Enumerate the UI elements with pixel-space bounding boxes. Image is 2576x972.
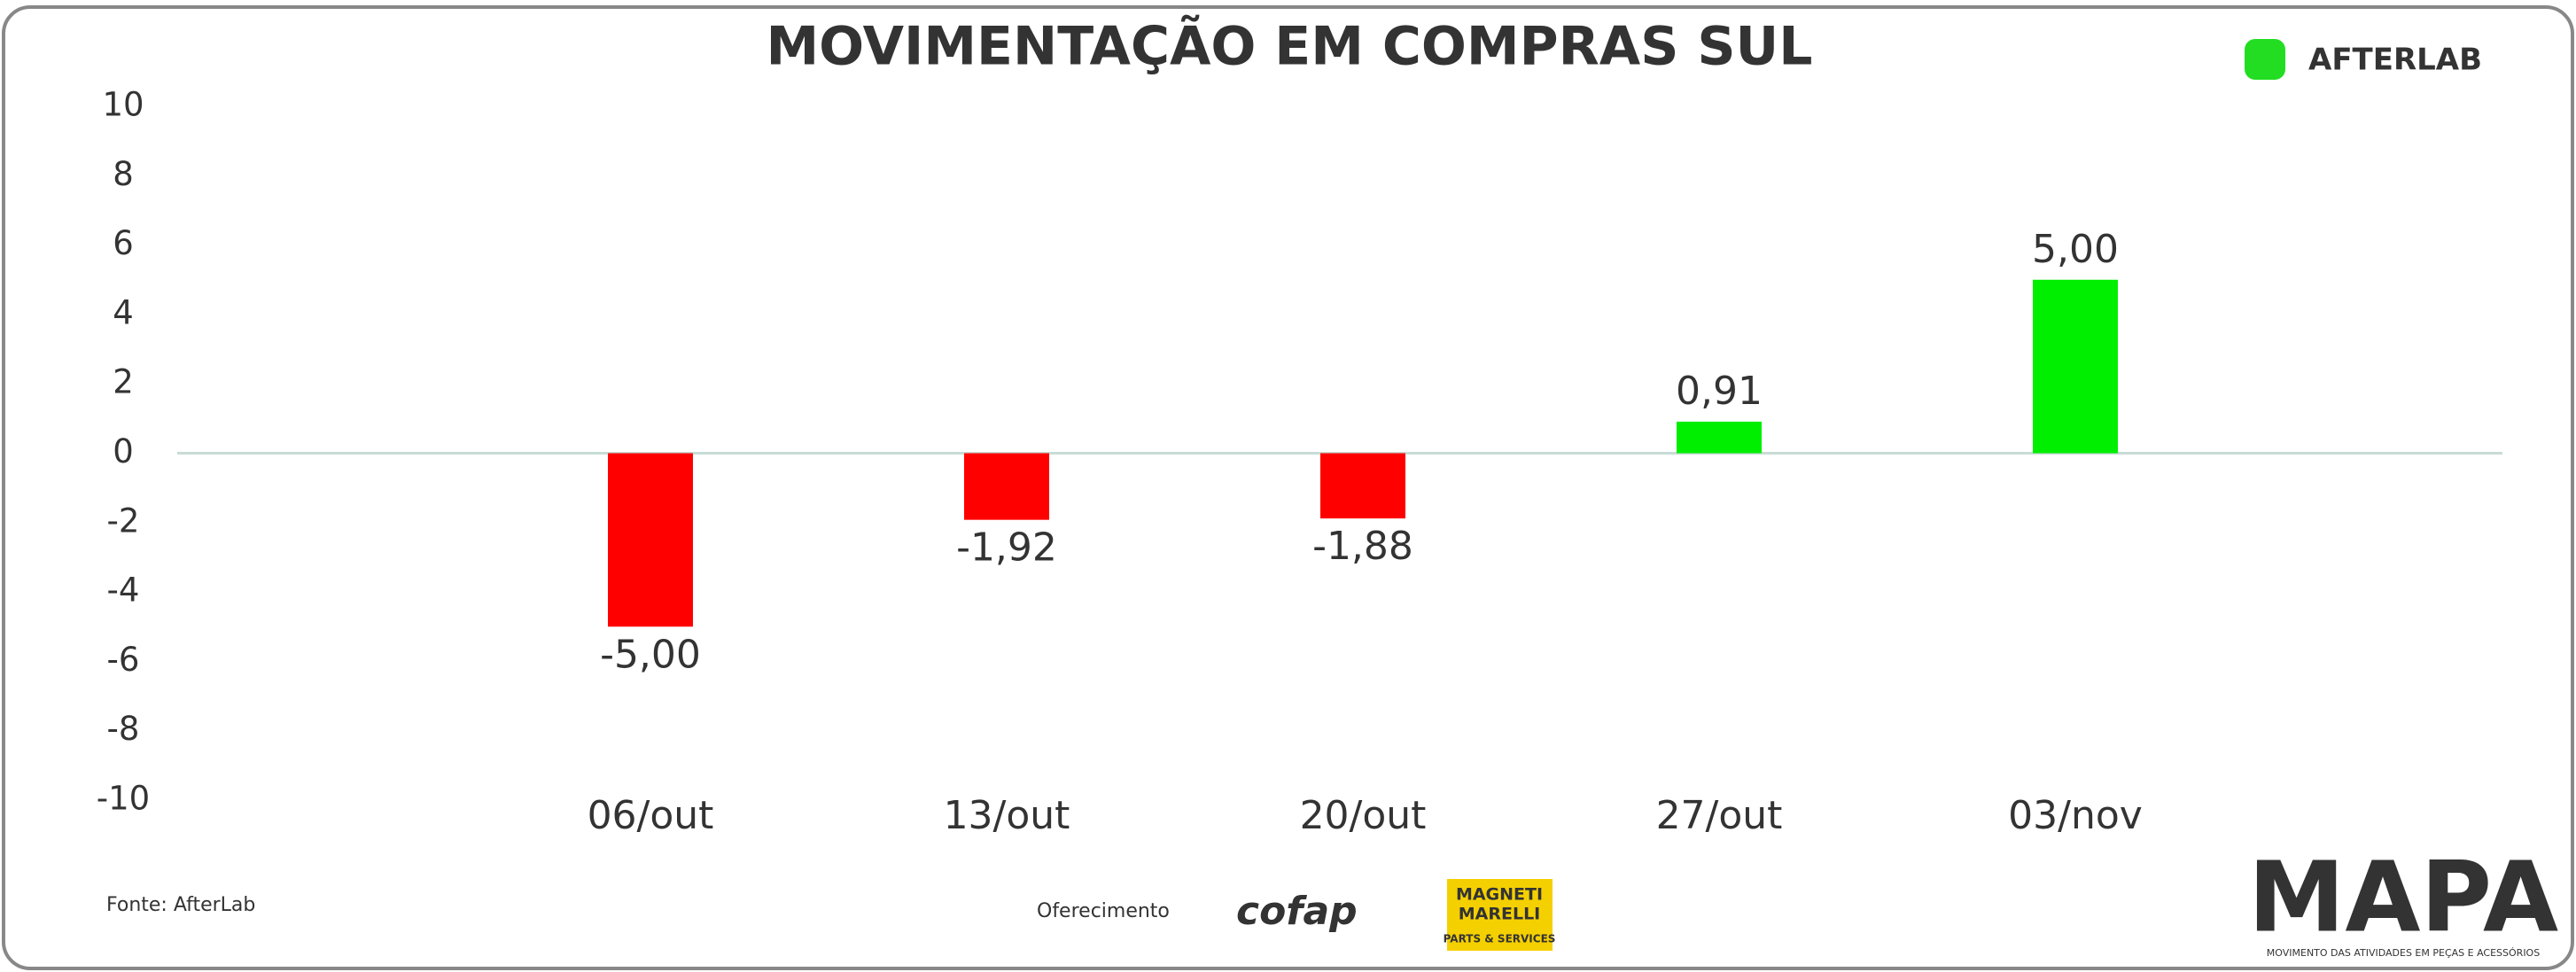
marelli-box [1447,879,1553,951]
bar [608,453,693,627]
bar [964,453,1049,520]
x-tick-label: 03/nov [2008,793,2143,838]
chart-title: MOVIMENTAÇÃO EM COMPRAS SUL [766,14,1812,78]
sponsor-label: Oferecimento [1037,900,1170,922]
logo-text: AFTERLAB [2308,43,2482,78]
value-label: -5,00 [600,632,701,677]
mapa-subtitle: MOVIMENTO DAS ATIVIDADES EM PEÇAS E ACES… [2267,947,2540,959]
x-tick-label: 13/out [944,793,1070,838]
bar [2033,279,2118,454]
y-tick-label: -2 [107,502,140,540]
y-tick-label: 4 [113,293,134,331]
y-tick-label: -4 [107,572,140,610]
y-tick-label: 8 [113,155,134,193]
x-tick-label: 06/out [588,793,714,838]
y-tick-label: -8 [107,710,140,748]
marelli-text: PARTS & SERVICES [1444,933,1556,945]
y-tick-label: 2 [113,363,134,401]
y-tick-label: 6 [113,224,134,262]
y-tick-label: -6 [107,641,140,679]
y-tick-label: 0 [113,432,134,470]
x-tick-label: 27/out [1656,793,1783,838]
value-label: -1,92 [956,525,1057,571]
x-tick-label: 20/out [1300,793,1427,838]
sponsor-marelli: MAGNETI MARELLI PARTS & SERVICES [1444,879,1556,951]
value-label: -1,88 [1312,524,1413,569]
source: Fonte: AfterLab [106,894,255,916]
value-label: 0,91 [1676,369,1763,414]
y-tick-label: -10 [97,780,150,818]
y-tick-label: 10 [102,86,144,124]
afterlab-logo: AFTERLAB [2245,39,2482,80]
frame [2,5,2574,970]
sponsor-cofap: cofap [1236,889,1358,934]
marelli-text: MAGNETI [1456,885,1543,905]
marelli-text: MARELLI [1459,905,1541,924]
bar [1320,453,1405,519]
logo-icon [2245,39,2285,80]
value-label: 5,00 [2032,227,2119,272]
bar [1677,421,1762,454]
mapa-logo: MAPA [2248,840,2558,953]
